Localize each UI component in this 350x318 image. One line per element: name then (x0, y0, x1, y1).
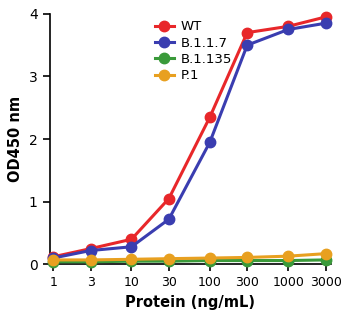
B.1.1.7 (286, 28, 290, 31)
B.1.1.7 (323, 21, 328, 25)
WT (323, 15, 328, 19)
WT (130, 237, 134, 241)
P.1 (89, 258, 93, 262)
Y-axis label: OD450 nm: OD450 nm (8, 96, 23, 182)
WT (51, 255, 55, 259)
P.1 (130, 257, 134, 261)
B.1.135 (208, 259, 212, 262)
P.1 (167, 257, 171, 260)
P.1 (286, 254, 290, 258)
Line: B.1.135: B.1.135 (48, 255, 331, 267)
P.1 (323, 252, 328, 256)
WT (89, 247, 93, 251)
WT (167, 197, 171, 200)
P.1 (51, 258, 55, 262)
Line: B.1.1.7: B.1.1.7 (48, 18, 331, 263)
B.1.135 (130, 259, 134, 263)
WT (286, 24, 290, 28)
B.1.1.7 (130, 245, 134, 249)
B.1.1.7 (89, 249, 93, 252)
P.1 (208, 256, 212, 260)
B.1.135 (323, 258, 328, 262)
B.1.135 (51, 260, 55, 264)
B.1.135 (167, 259, 171, 263)
Line: P.1: P.1 (48, 248, 331, 265)
B.1.1.7 (208, 140, 212, 144)
B.1.1.7 (51, 256, 55, 260)
Line: WT: WT (48, 12, 331, 262)
Legend: WT, B.1.1.7, B.1.135, P.1: WT, B.1.1.7, B.1.135, P.1 (155, 20, 232, 82)
X-axis label: Protein (ng/mL): Protein (ng/mL) (125, 295, 255, 310)
B.1.135 (286, 259, 290, 262)
B.1.1.7 (167, 217, 171, 221)
P.1 (245, 255, 249, 259)
B.1.135 (245, 259, 249, 262)
WT (208, 115, 212, 119)
B.1.135 (89, 260, 93, 264)
B.1.1.7 (245, 43, 249, 47)
WT (245, 31, 249, 35)
